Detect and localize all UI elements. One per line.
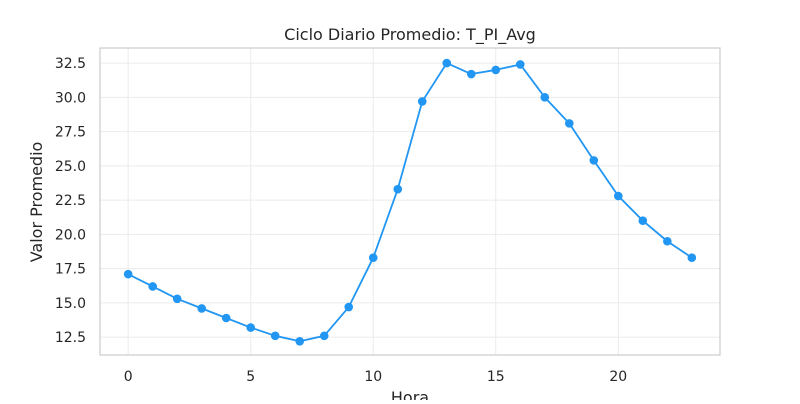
data-point — [417, 97, 427, 106]
y-tick-label: 25.0 — [55, 159, 86, 175]
x-axis-label: Hora — [391, 388, 429, 400]
data-point — [246, 323, 256, 332]
data-point — [466, 69, 476, 79]
chart-title: Ciclo Diario Promedio: T_PI_Avg — [284, 25, 536, 45]
y-tick-label: 27.5 — [55, 125, 86, 141]
x-tick-label: 15 — [487, 369, 505, 385]
data-point — [344, 302, 354, 312]
data-point — [172, 294, 182, 304]
x-tick-label: 5 — [246, 369, 255, 385]
data-point — [148, 282, 157, 291]
y-tick-label: 30.0 — [55, 90, 86, 106]
y-tick-label: 20.0 — [55, 227, 86, 243]
data-point — [515, 60, 525, 69]
series-layer — [123, 58, 697, 346]
x-tick-label: 20 — [609, 369, 627, 385]
data-point — [270, 331, 280, 341]
data-point — [663, 236, 672, 246]
x-tick-label: 0 — [124, 369, 133, 385]
grid — [100, 48, 720, 355]
data-point — [393, 184, 403, 194]
y-tick-label: 17.5 — [55, 262, 86, 278]
data-point — [614, 191, 623, 201]
y-axis-ticks: 12.5 15.0 17.5 20.0 22.5 25.0 27.5 30.0 32.5 — [55, 56, 86, 346]
y-tick-label: 15.0 — [55, 296, 86, 312]
plot-area-frame — [99, 47, 721, 356]
data-point — [491, 65, 501, 75]
data-point — [368, 253, 378, 262]
data-point — [295, 336, 305, 346]
data-point — [123, 269, 133, 279]
data-point — [540, 93, 550, 102]
y-tick-label: 32.5 — [55, 56, 86, 72]
data-point — [687, 253, 697, 262]
y-axis-label: Valor Promedio — [27, 142, 46, 263]
data-point — [442, 58, 452, 68]
data-point — [564, 119, 574, 128]
series-line — [127, 62, 693, 343]
data-point — [197, 304, 206, 313]
x-tick-label: 10 — [364, 369, 382, 385]
data-point — [221, 313, 231, 323]
data-point — [589, 156, 599, 165]
data-point — [638, 216, 648, 225]
x-axis-ticks: 0 5 10 15 20 — [124, 369, 627, 385]
data-point — [319, 331, 329, 341]
y-tick-label: 12.5 — [55, 330, 86, 346]
y-tick-label: 22.5 — [55, 193, 86, 209]
